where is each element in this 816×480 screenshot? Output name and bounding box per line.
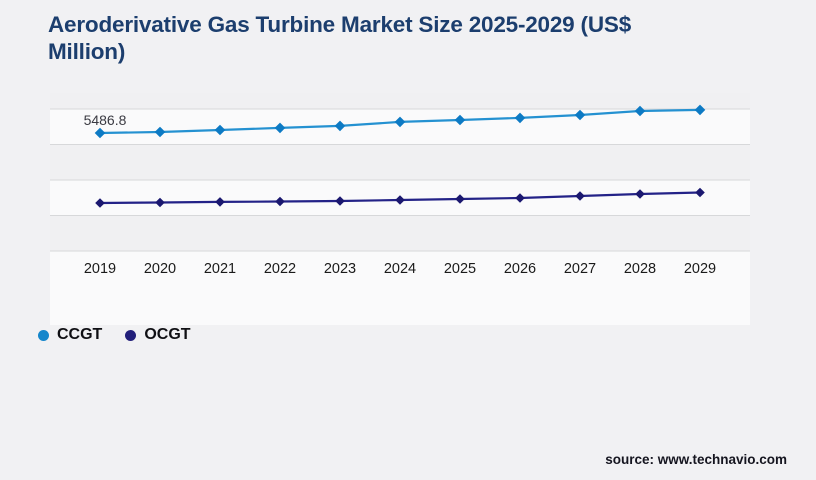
x-axis-label-2024: 2024	[384, 261, 416, 277]
legend-item-label: OCGT	[144, 326, 191, 343]
x-axis-label-2025: 2025	[444, 261, 476, 277]
x-axis-label-2021: 2021	[204, 261, 236, 277]
data-point-ccgt-2029	[694, 104, 706, 116]
ocgt-legend-dot-icon	[125, 329, 137, 341]
data-point-ccgt-2019	[94, 127, 106, 139]
data-point-ccgt-2020	[154, 126, 166, 138]
legend-item-ocgt[interactable]: OCGT	[125, 326, 191, 344]
data-label: 5486.8	[84, 112, 127, 128]
data-point-ocgt-2020	[155, 197, 165, 208]
data-point-ocgt-2028	[635, 189, 645, 199]
data-point-ocgt-2029	[695, 187, 705, 198]
data-point-ccgt-2027	[574, 109, 586, 121]
data-point-ccgt-2021	[214, 124, 226, 136]
data-point-ccgt-2022	[274, 122, 286, 134]
data-point-ocgt-2021	[215, 197, 225, 207]
plot-band	[50, 93, 750, 109]
ccgt-legend-dot-icon	[38, 329, 49, 341]
data-point-ccgt-2025	[454, 114, 466, 126]
legend-item-label: CCGT	[57, 326, 103, 343]
data-point-ocgt-2024	[395, 195, 405, 205]
plot-band	[50, 215, 750, 251]
x-axis-label-2026: 2026	[504, 261, 536, 277]
x-axis-label-2027: 2027	[564, 261, 596, 277]
x-axis-label-2020: 2020	[144, 261, 176, 277]
data-point-ccgt-2028	[634, 105, 646, 117]
chart-title: Aeroderivative Gas Turbine Market Size 2…	[48, 12, 632, 64]
x-axis-label-2029: 2029	[684, 261, 716, 277]
source-attribution: source: www.technavio.com	[605, 452, 787, 467]
data-point-ocgt-2025	[455, 194, 465, 204]
line-chart-plot-area: 5486.8 2019 2020 2021 2022 2023 2024 2025 2026 20…	[50, 93, 750, 325]
plot-band	[50, 144, 750, 180]
data-point-ocgt-2022	[275, 196, 285, 207]
x-axis-label-2019: 2019	[84, 261, 116, 277]
data-point-ocgt-2027	[575, 191, 585, 201]
plot-background	[50, 93, 750, 325]
chart-legend: CCGT OCGT	[38, 324, 191, 346]
data-point-ocgt-2019	[95, 198, 105, 208]
data-point-ocgt-2023	[335, 196, 345, 206]
data-point-ccgt-2024	[394, 116, 406, 128]
x-axis-label-2023: 2023	[324, 261, 356, 277]
x-axis-label-2022: 2022	[264, 261, 296, 277]
chart-svg: 5486.8 2019 2020 2021 2022 2023 2024 2025 2026 20…	[50, 93, 750, 325]
x-axis-label-2028: 2028	[624, 261, 656, 277]
legend-item-ccgt[interactable]: CCGT	[38, 326, 102, 344]
